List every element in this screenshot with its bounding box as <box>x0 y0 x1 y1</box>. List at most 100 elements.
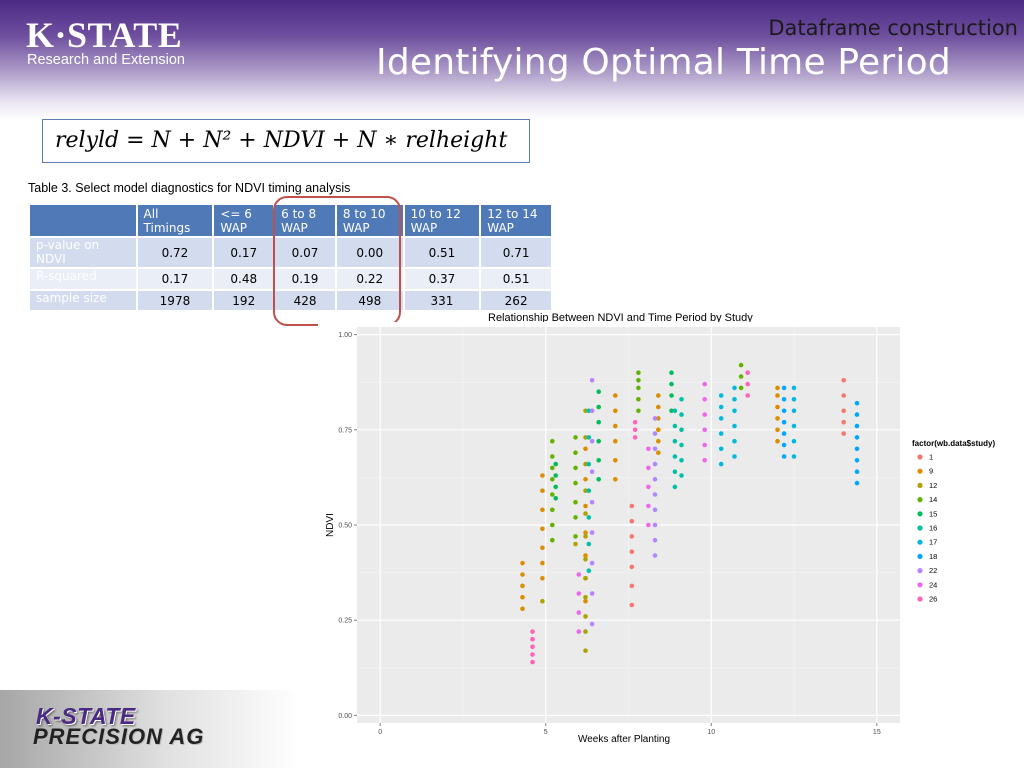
data-point <box>636 408 641 414</box>
data-point <box>583 553 588 558</box>
data-point <box>583 576 588 581</box>
data-point <box>520 595 525 600</box>
data-point <box>679 473 684 478</box>
table-row: sample size 1978 192 428 498 331 262 <box>28 289 553 312</box>
data-point <box>530 652 535 657</box>
data-point <box>656 450 661 455</box>
data-point <box>583 629 588 634</box>
y-axis-label: NDVI <box>325 513 336 537</box>
data-point <box>596 458 601 463</box>
data-point <box>586 435 592 440</box>
legend-key <box>917 482 923 488</box>
data-point <box>530 629 535 634</box>
data-point <box>732 385 737 391</box>
data-point <box>583 488 588 493</box>
x-tick-label: 10 <box>707 729 715 736</box>
data-point <box>646 522 651 528</box>
data-point <box>738 374 744 379</box>
legend-key <box>917 468 923 474</box>
data-point <box>636 397 641 402</box>
legend-label: 26 <box>929 595 937 604</box>
legend-key <box>917 582 923 588</box>
legend-label: 24 <box>929 580 937 589</box>
data-point <box>583 595 588 600</box>
data-point <box>573 515 578 520</box>
plot-grid <box>357 327 900 723</box>
data-point <box>679 412 684 417</box>
table-cell: 428 <box>273 289 337 312</box>
data-point <box>586 541 592 547</box>
data-point <box>841 419 846 425</box>
data-point <box>679 458 684 463</box>
data-point <box>732 397 737 402</box>
y-tick-label: 0.50 <box>338 523 352 530</box>
data-point <box>679 397 684 402</box>
data-point <box>775 438 780 444</box>
table-cell: 262 <box>479 289 553 312</box>
data-point <box>550 522 555 528</box>
data-point <box>530 659 535 665</box>
table-cell: 0.22 <box>334 267 405 291</box>
table-cell: 0.51 <box>402 236 482 269</box>
data-point <box>679 427 684 433</box>
data-point <box>629 503 635 509</box>
data-point <box>781 397 787 402</box>
row-header: R-squared <box>28 267 138 291</box>
data-point <box>613 408 618 414</box>
data-point <box>583 446 588 452</box>
data-point <box>781 454 787 459</box>
table-cell: 0.07 <box>273 236 337 269</box>
legend-key <box>917 511 923 517</box>
data-point <box>791 385 797 391</box>
data-point <box>652 507 658 513</box>
data-point <box>718 416 724 421</box>
kstate-logo: K·STATE <box>26 15 183 55</box>
data-point <box>589 560 595 566</box>
data-point <box>781 385 787 391</box>
data-point <box>702 427 707 433</box>
data-point <box>576 591 582 596</box>
data-point <box>540 473 545 478</box>
legend-label: 12 <box>929 481 937 490</box>
data-point <box>583 557 588 562</box>
legend-key <box>917 497 923 503</box>
table-row: p-value on NDVI 0.72 0.17 0.07 0.00 0.51 … <box>28 236 553 269</box>
x-tick-label: 0 <box>378 729 382 736</box>
data-point <box>629 583 635 589</box>
legend-label: 22 <box>929 566 937 575</box>
data-point <box>702 397 707 402</box>
table-corner-cell <box>28 203 138 238</box>
table-header-row: All Timings <= 6 WAP 6 to 8 WAP 8 to 10 WAP … <box>28 203 553 238</box>
data-point <box>550 507 555 513</box>
table-cell: 0.72 <box>135 236 215 269</box>
data-point <box>702 442 707 448</box>
data-point <box>672 408 678 414</box>
data-point <box>656 438 661 444</box>
table-cell: 0.17 <box>212 236 276 269</box>
data-point <box>669 408 674 414</box>
data-point <box>589 378 595 383</box>
data-point <box>540 507 545 513</box>
table-cell: 0.71 <box>479 236 553 269</box>
data-point <box>652 522 658 528</box>
data-point <box>589 499 595 505</box>
data-point <box>540 545 545 551</box>
data-point <box>841 431 846 436</box>
row-header: p-value on NDVI <box>28 236 138 269</box>
data-point <box>589 530 595 535</box>
data-point <box>656 427 661 433</box>
table-cell: 498 <box>334 289 405 312</box>
data-point <box>636 370 641 375</box>
data-point <box>738 385 744 391</box>
data-point <box>589 438 595 444</box>
data-point <box>781 408 787 414</box>
data-point <box>702 458 707 463</box>
data-point <box>573 534 578 539</box>
legend-label: 17 <box>929 538 937 547</box>
data-point <box>745 370 750 375</box>
legend-key <box>917 454 923 460</box>
data-point <box>530 636 535 642</box>
scatter-plot: 0 5 10 15 0.00 0.25 0.50 0.75 1.00 Weeks after P… <box>318 322 1018 752</box>
data-point <box>652 537 658 543</box>
table-cell: 0.48 <box>212 267 276 291</box>
